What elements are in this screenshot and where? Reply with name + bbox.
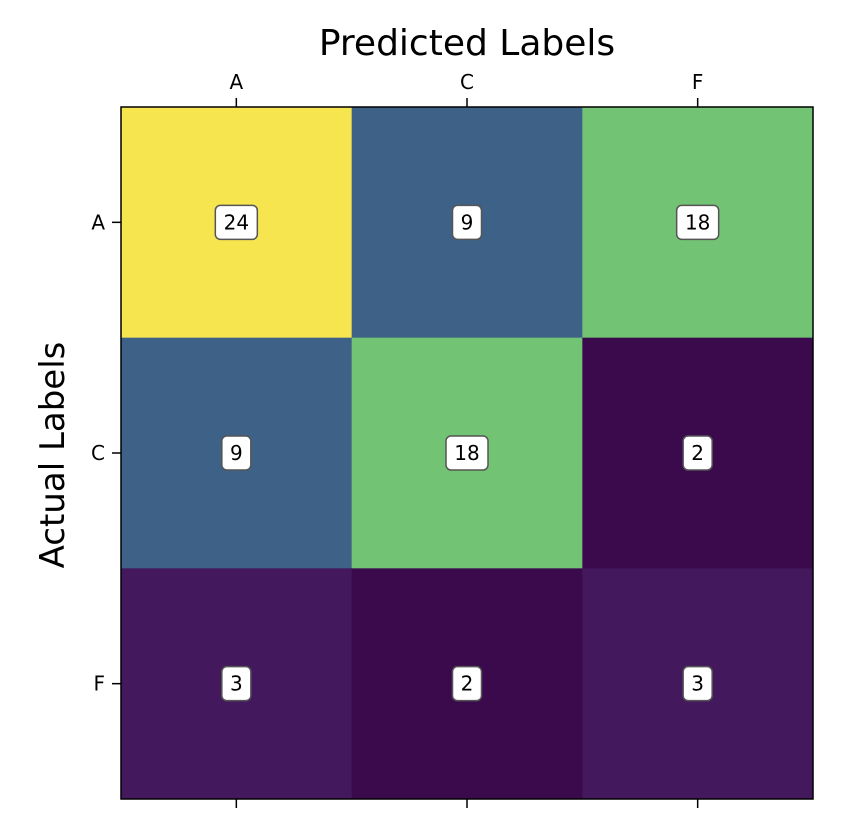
value-label-text: 9: [230, 441, 243, 465]
value-label-box: [445, 435, 489, 471]
value-label-box: [682, 665, 713, 702]
value-label-box: [675, 204, 720, 241]
cell-value-label: 9: [221, 435, 252, 471]
value-label-text: 3: [691, 672, 704, 696]
y-axis-title: Actual Labels: [33, 342, 73, 569]
value-label-box: [682, 435, 713, 471]
value-label-text: 18: [454, 441, 479, 465]
value-label-text: 9: [461, 210, 474, 234]
value-label-box: [451, 665, 483, 702]
x-axis-title: Predicted Labels: [319, 23, 615, 64]
plot-frame: [120, 106, 814, 800]
value-label-text: 2: [691, 441, 704, 465]
cell-value-label: 2: [682, 435, 713, 471]
value-label-box: [451, 204, 483, 241]
axis-ticks: A C F A C F: [91, 70, 703, 808]
cell-value-label: 9: [451, 204, 483, 241]
value-label-box: [221, 435, 252, 471]
cell-value-label: 18: [675, 204, 720, 241]
value-label-text: 2: [461, 672, 474, 696]
value-label-text: 18: [685, 210, 710, 234]
x-tick-label: A: [229, 70, 243, 94]
x-tick-label: F: [692, 70, 704, 94]
value-label-text: 3: [230, 672, 243, 696]
x-tick-label: C: [460, 70, 474, 94]
cell-value-labels: 24 9 18 9 18 2 3 2 3: [214, 204, 720, 702]
y-tick-label: F: [93, 672, 105, 696]
cell-value-label: 24: [214, 204, 259, 241]
y-tick-label: A: [91, 210, 105, 234]
cell-value-label: 18: [445, 435, 489, 471]
cell-value-label: 3: [682, 665, 713, 702]
y-tick-label: C: [91, 441, 105, 465]
cell-value-label: 3: [221, 665, 252, 702]
value-label-box: [214, 204, 259, 241]
value-label-text: 24: [224, 210, 249, 234]
cell-value-label: 2: [451, 665, 483, 702]
value-label-box: [221, 665, 252, 702]
